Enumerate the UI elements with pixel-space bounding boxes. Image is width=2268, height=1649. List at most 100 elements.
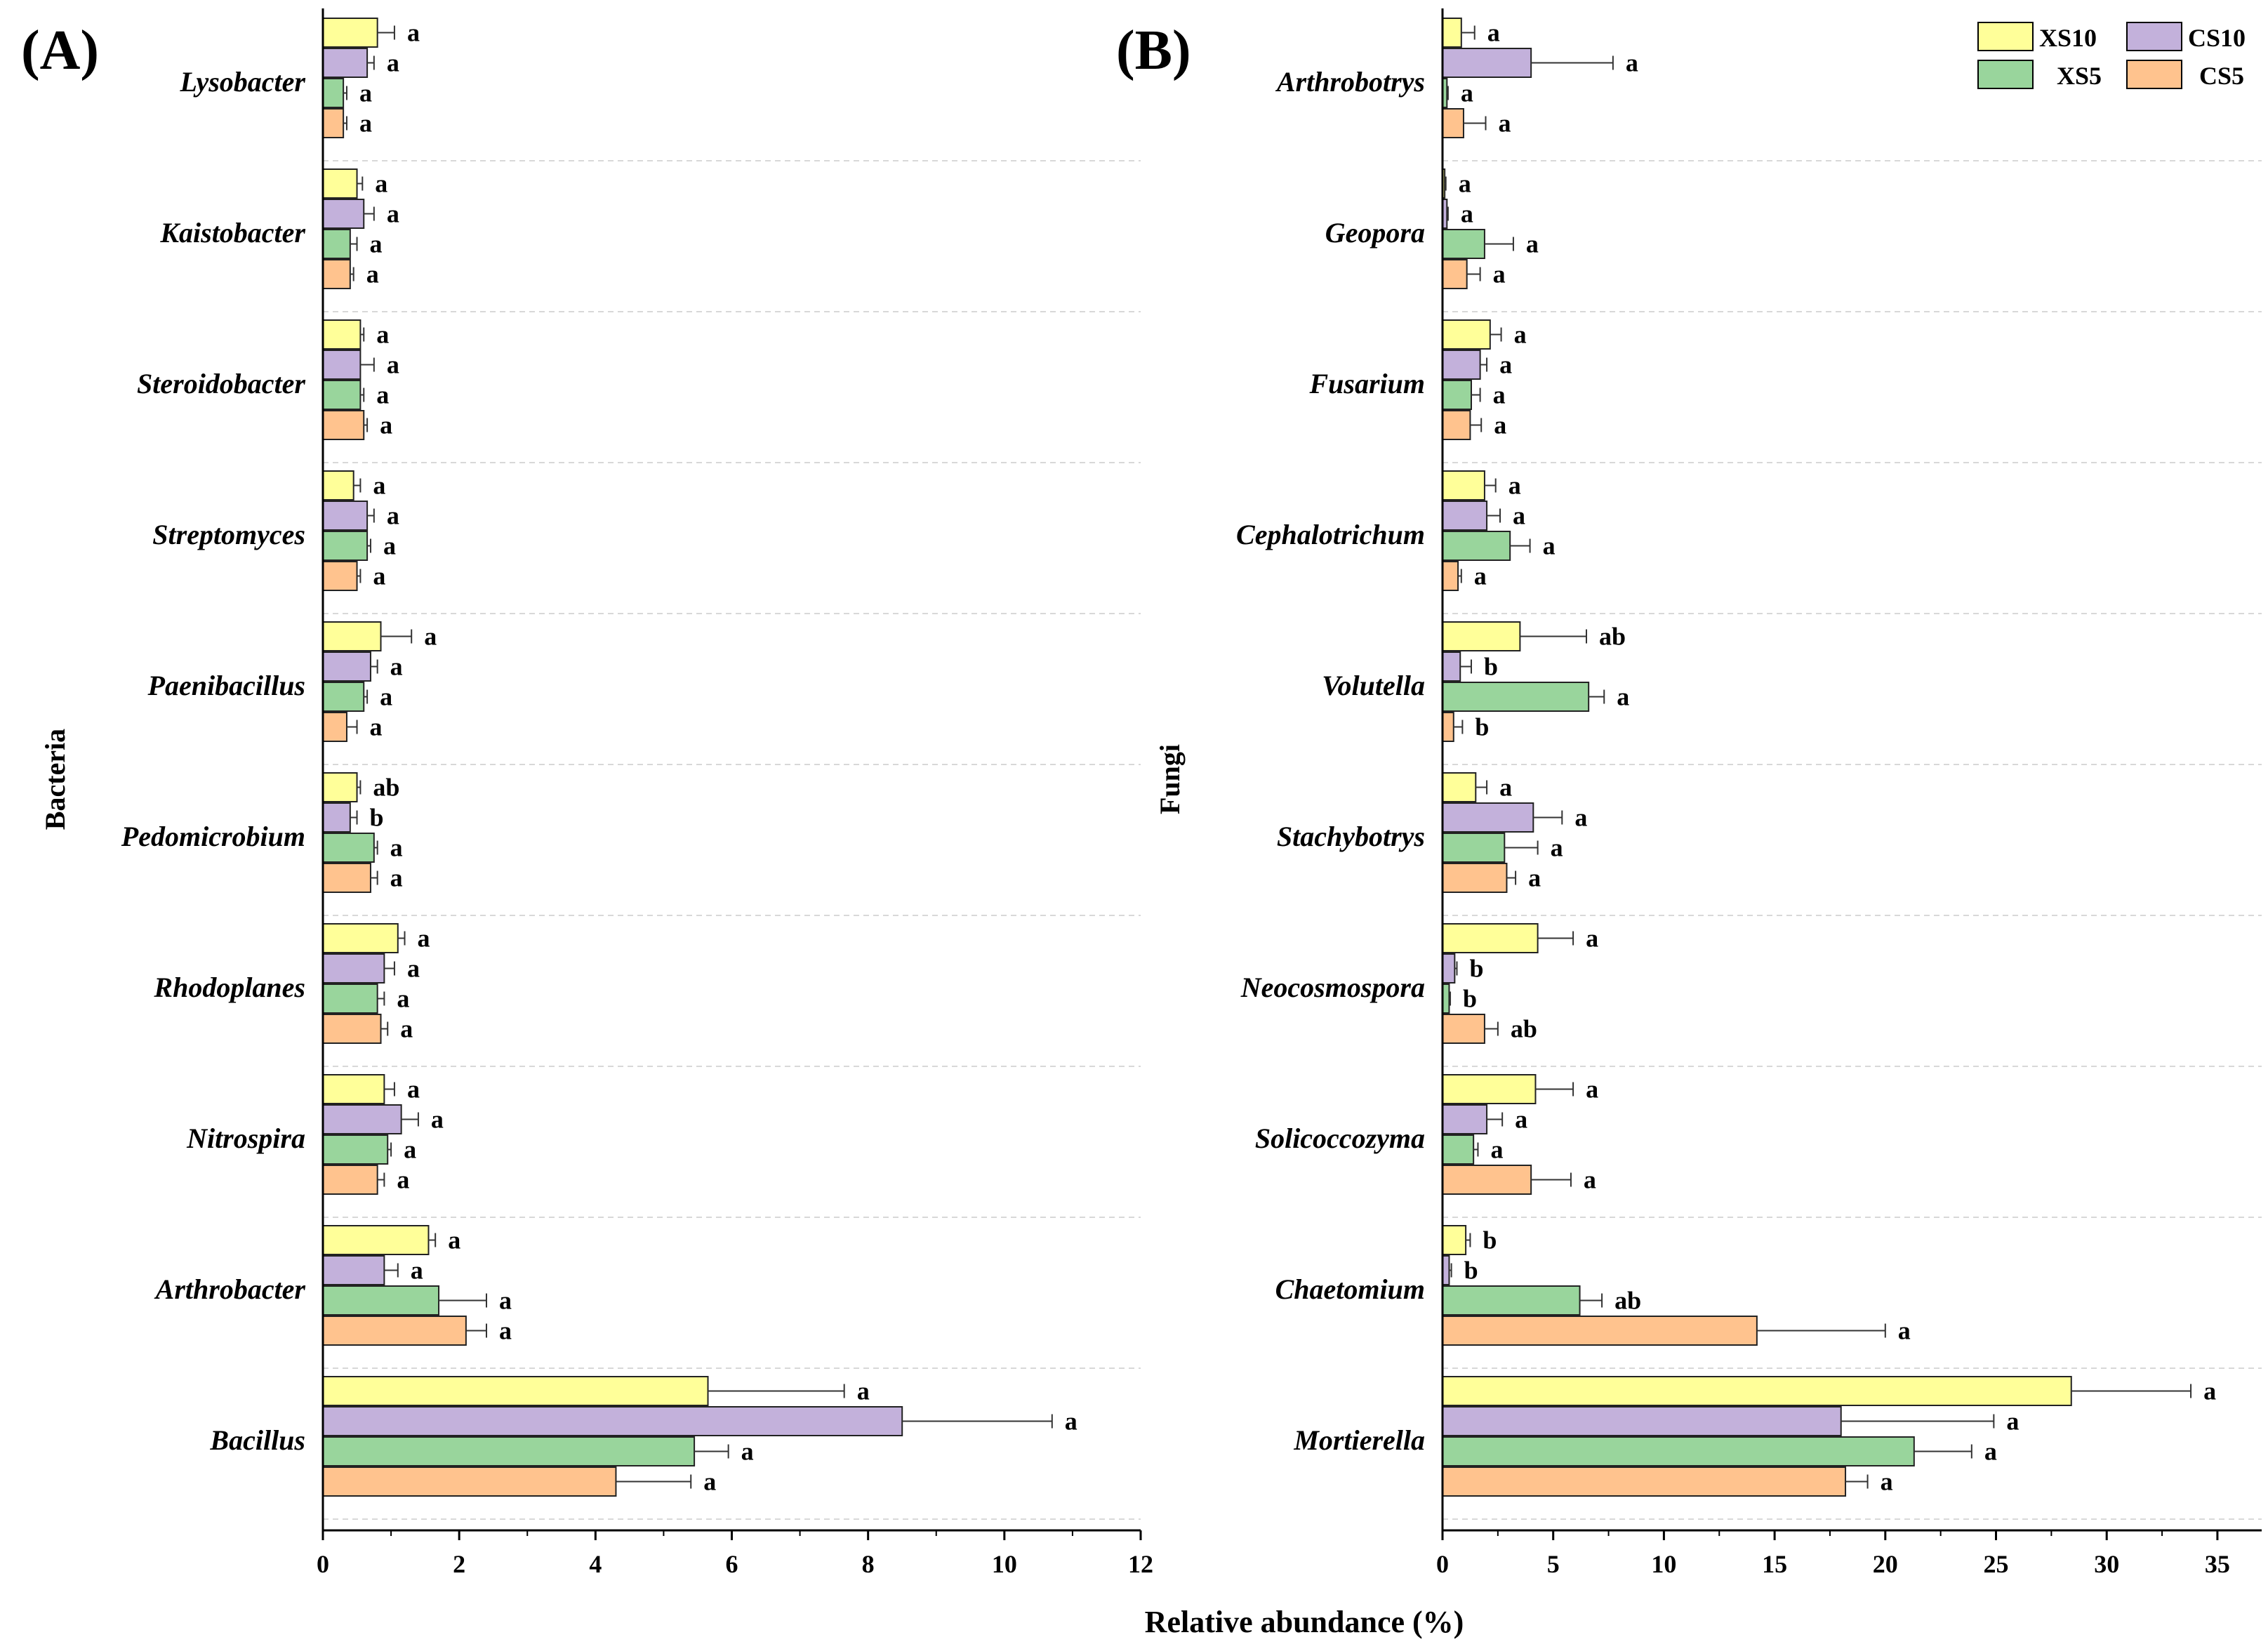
legend-label-cs10: CS10 xyxy=(2188,24,2246,52)
significance-letter-a-nitrospira-cs5: a xyxy=(397,1166,409,1194)
significance-letter-a-rhodoplanes-cs5: a xyxy=(400,1015,413,1043)
x-tick-label-b-5: 5 xyxy=(1547,1550,1560,1578)
significance-letter-a-rhodoplanes-cs10: a xyxy=(407,955,420,983)
bar-a-bacillus-cs10 xyxy=(322,1406,903,1436)
bar-a-arthrobacter-cs5 xyxy=(322,1316,467,1346)
x-tick-label-a-10: 10 xyxy=(992,1550,1017,1578)
significance-letter-a-pedomicrobium-xs5: a xyxy=(390,834,403,862)
significance-letter-a-streptomyces-xs10: a xyxy=(373,472,385,500)
category-label-b-volutella: Volutella xyxy=(1322,670,1425,701)
bar-b-solicoccozyma-cs10 xyxy=(1442,1104,1488,1134)
significance-letter-a-bacillus-cs10: a xyxy=(1065,1408,1077,1436)
bar-b-volutella-xs10 xyxy=(1442,621,1521,651)
category-label-a-nitrospira: Nitrospira xyxy=(186,1122,305,1154)
significance-letter-a-paenibacillus-xs5: a xyxy=(380,683,392,711)
x-tick-label-b-25: 25 xyxy=(1984,1550,2009,1578)
bar-a-pedomicrobium-cs10 xyxy=(322,802,351,833)
x-tick-label-b-0: 0 xyxy=(1436,1550,1449,1578)
x-tick-label-a-4: 4 xyxy=(589,1550,602,1578)
bar-b-fusarium-xs5 xyxy=(1442,380,1473,410)
bar-b-neocosmospora-cs5 xyxy=(1442,1014,1485,1044)
significance-letter-b-fusarium-xs10: a xyxy=(1514,321,1527,349)
bar-a-rhodoplanes-xs10 xyxy=(322,923,399,953)
legend-swatch-xs5 xyxy=(1977,60,2034,89)
significance-letter-a-streptomyces-cs10: a xyxy=(387,502,399,530)
bar-b-fusarium-xs10 xyxy=(1442,319,1491,350)
category-label-a-lysobacter: Lysobacter xyxy=(180,66,306,98)
significance-letter-b-chaetomium-cs5: a xyxy=(1898,1317,1911,1345)
bar-a-paenibacillus-cs5 xyxy=(322,712,347,742)
legend-swatch-xs10 xyxy=(1977,22,2034,51)
significance-letter-a-arthrobacter-xs5: a xyxy=(499,1287,512,1315)
bars-layer: aaaaaaaaaaaaaaaaaaaaabbaaaaaaaaaaaaaaaaa… xyxy=(322,18,2216,1497)
category-label-a-arthrobacter: Arthrobacter xyxy=(154,1273,306,1305)
category-label-a-paenibacillus: Paenibacillus xyxy=(147,670,305,701)
significance-letter-b-chaetomium-cs10: b xyxy=(1464,1257,1478,1285)
category-label-a-kaistobacter: Kaistobacter xyxy=(159,217,305,249)
significance-letter-b-fusarium-cs10: a xyxy=(1499,351,1512,379)
x-tick-label-b-30: 30 xyxy=(2094,1550,2119,1578)
significance-letter-b-mortierella-cs10: a xyxy=(2006,1408,2019,1436)
bar-a-rhodoplanes-cs5 xyxy=(322,1014,382,1044)
significance-letter-b-arthrobotrys-cs5: a xyxy=(1499,110,1511,138)
bar-a-pedomicrobium-xs5 xyxy=(322,833,375,863)
significance-letter-b-neocosmospora-xs10: a xyxy=(1586,925,1598,953)
bar-a-lysobacter-cs5 xyxy=(322,108,345,138)
significance-letter-a-lysobacter-cs10: a xyxy=(387,49,399,77)
significance-letter-b-stachybotrys-xs10: a xyxy=(1499,774,1512,802)
significance-letter-a-paenibacillus-cs10: a xyxy=(390,653,403,681)
significance-letter-b-fusarium-cs5: a xyxy=(1494,411,1506,439)
bar-b-volutella-cs10 xyxy=(1442,651,1461,682)
significance-letter-b-solicoccozyma-cs10: a xyxy=(1515,1106,1527,1134)
bar-a-arthrobacter-xs5 xyxy=(322,1285,440,1316)
bar-a-paenibacillus-xs10 xyxy=(322,621,382,651)
bar-a-pedomicrobium-cs5 xyxy=(322,863,371,893)
bar-b-cephalotrichum-cs10 xyxy=(1442,501,1488,531)
significance-letter-b-geopora-cs10: a xyxy=(1461,200,1473,228)
significance-letter-a-bacillus-xs10: a xyxy=(857,1377,870,1405)
bar-a-nitrospira-cs10 xyxy=(322,1104,402,1134)
x-tick-label-a-2: 2 xyxy=(453,1550,465,1578)
bar-a-paenibacillus-xs5 xyxy=(322,682,365,712)
bar-b-neocosmospora-xs10 xyxy=(1442,923,1539,953)
significance-letter-a-steroidobacter-cs10: a xyxy=(387,351,399,379)
bar-a-kaistobacter-xs10 xyxy=(322,168,358,199)
bar-b-mortierella-cs5 xyxy=(1442,1466,1847,1497)
significance-letter-a-streptomyces-cs5: a xyxy=(373,562,385,590)
bar-a-lysobacter-xs10 xyxy=(322,18,378,48)
bar-a-streptomyces-cs5 xyxy=(322,561,358,591)
bar-b-fusarium-cs10 xyxy=(1442,350,1481,380)
x-tick-label-a-0: 0 xyxy=(317,1550,329,1578)
bar-b-stachybotrys-xs5 xyxy=(1442,833,1506,863)
y-axis-label-fungi: Fungi xyxy=(1154,744,1186,814)
legend-label-xs5: XS5 xyxy=(2057,62,2102,90)
significance-letter-b-arthrobotrys-xs10: a xyxy=(1487,19,1500,47)
bar-b-geopora-xs5 xyxy=(1442,229,1485,259)
bar-a-rhodoplanes-xs5 xyxy=(322,984,378,1014)
significance-letter-a-kaistobacter-cs5: a xyxy=(366,260,379,289)
significance-letter-b-cephalotrichum-cs10: a xyxy=(1513,502,1525,530)
significance-letter-a-bacillus-cs5: a xyxy=(703,1468,716,1496)
bar-a-bacillus-cs5 xyxy=(322,1466,617,1497)
significance-letter-b-stachybotrys-cs10: a xyxy=(1574,804,1587,832)
significance-letter-b-neocosmospora-xs5: b xyxy=(1463,985,1477,1013)
significance-letter-a-steroidobacter-cs5: a xyxy=(380,411,392,439)
significance-letter-a-rhodoplanes-xs5: a xyxy=(397,985,409,1013)
significance-letter-a-arthrobacter-cs5: a xyxy=(499,1317,512,1345)
bar-b-mortierella-cs10 xyxy=(1442,1406,1842,1436)
category-label-b-cephalotrichum: Cephalotrichum xyxy=(1236,519,1425,550)
x-tick-label-b-10: 10 xyxy=(1651,1550,1676,1578)
significance-letter-b-stachybotrys-xs5: a xyxy=(1551,834,1563,862)
bar-b-stachybotrys-cs10 xyxy=(1442,802,1534,833)
gridlines xyxy=(323,160,2262,1520)
bar-a-arthrobacter-cs10 xyxy=(322,1255,385,1285)
significance-letter-b-geopora-xs5: a xyxy=(1526,230,1539,258)
bar-a-streptomyces-xs5 xyxy=(322,531,369,561)
significance-letter-b-volutella-xs10: ab xyxy=(1599,623,1626,651)
category-label-b-arthrobotrys: Arthrobotrys xyxy=(1275,66,1425,98)
significance-letter-b-cephalotrichum-cs5: a xyxy=(1474,562,1487,590)
significance-letter-a-lysobacter-xs10: a xyxy=(407,19,420,47)
bar-b-neocosmospora-cs10 xyxy=(1442,953,1456,984)
bar-b-cephalotrichum-xs5 xyxy=(1442,531,1511,561)
bar-b-chaetomium-xs5 xyxy=(1442,1285,1581,1316)
